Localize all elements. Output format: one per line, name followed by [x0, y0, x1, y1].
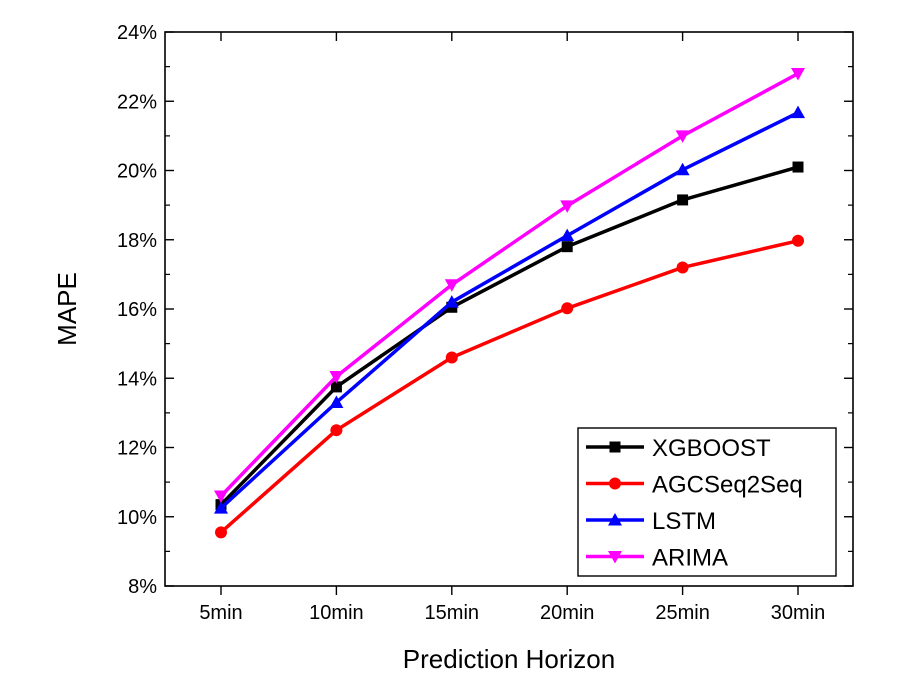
- y-tick-label: 8%: [128, 576, 157, 598]
- legend-item: XGBOOST: [586, 435, 771, 462]
- y-tick-label: 24%: [117, 22, 157, 44]
- data-point: [792, 234, 804, 247]
- legend-marker: [609, 477, 621, 490]
- data-point: [444, 279, 459, 292]
- x-tick-label: 15min: [425, 602, 479, 624]
- data-point: [329, 371, 344, 384]
- data-point: [676, 261, 689, 274]
- x-axis: 5min 10min 15min 20min 25min 30min: [199, 32, 825, 624]
- x-tick-label: 5min: [199, 602, 242, 624]
- legend-item: AGCSeq2Seq: [586, 472, 803, 499]
- y-tick-label: 12%: [117, 438, 157, 460]
- x-axis-title: Prediction Horizon: [403, 644, 615, 674]
- y-tick-label: 22%: [117, 91, 157, 113]
- legend: XGBOOST AGCSeq2Seq LSTM ARIMA: [577, 427, 837, 577]
- data-point: [560, 200, 575, 213]
- data-point: [215, 526, 227, 539]
- series-line: [219, 111, 799, 510]
- y-tick-label: 10%: [117, 507, 157, 529]
- data-point: [675, 130, 690, 143]
- data-point: [445, 351, 458, 364]
- data-point: [560, 228, 575, 242]
- series-arima: [214, 68, 805, 503]
- legend-item: ARIMA: [586, 545, 728, 572]
- data-point: [330, 381, 342, 393]
- data-point: [677, 194, 689, 206]
- x-tick-label: 25min: [655, 602, 709, 624]
- data-point: [329, 395, 344, 408]
- data-point: [791, 105, 805, 119]
- legend-marker: [609, 441, 621, 453]
- legend-items: XGBOOST AGCSeq2Seq LSTM ARIMA: [586, 435, 803, 572]
- data-point: [561, 241, 573, 253]
- series-line: [219, 72, 799, 498]
- y-axis: 8% 10% 12% 14% 16% 18% 20% 22% 24%: [117, 22, 853, 598]
- legend-marker: [608, 513, 622, 526]
- y-tick-label: 18%: [117, 230, 157, 252]
- legend-label: AGCSeq2Seq: [652, 472, 803, 499]
- series-lstm: [214, 105, 805, 514]
- series-line: [219, 165, 799, 506]
- y-tick-label: 20%: [117, 161, 157, 183]
- y-tick-label: 16%: [117, 299, 157, 321]
- data-point: [791, 68, 805, 81]
- data-point: [330, 424, 343, 437]
- data-point: [214, 490, 228, 503]
- series-line: [219, 239, 799, 534]
- x-tick-label: 20min: [540, 602, 594, 624]
- legend-item: LSTM: [586, 508, 716, 535]
- y-tick-label: 14%: [117, 368, 157, 390]
- x-tick-label: 10min: [309, 602, 363, 624]
- data-point: [444, 295, 459, 308]
- data-point: [675, 162, 690, 176]
- series-layer: [214, 68, 805, 539]
- data-point: [792, 161, 804, 173]
- legend-label: LSTM: [652, 508, 716, 535]
- x-tick-label: 30min: [771, 602, 825, 624]
- data-point: [561, 302, 574, 315]
- data-point: [214, 501, 228, 514]
- legend-label: XGBOOST: [652, 435, 771, 462]
- legend-marker: [608, 551, 622, 564]
- legend-label: ARIMA: [652, 545, 728, 572]
- series-agcseq2seq: [215, 234, 804, 539]
- y-axis-title: MAPE: [52, 272, 82, 346]
